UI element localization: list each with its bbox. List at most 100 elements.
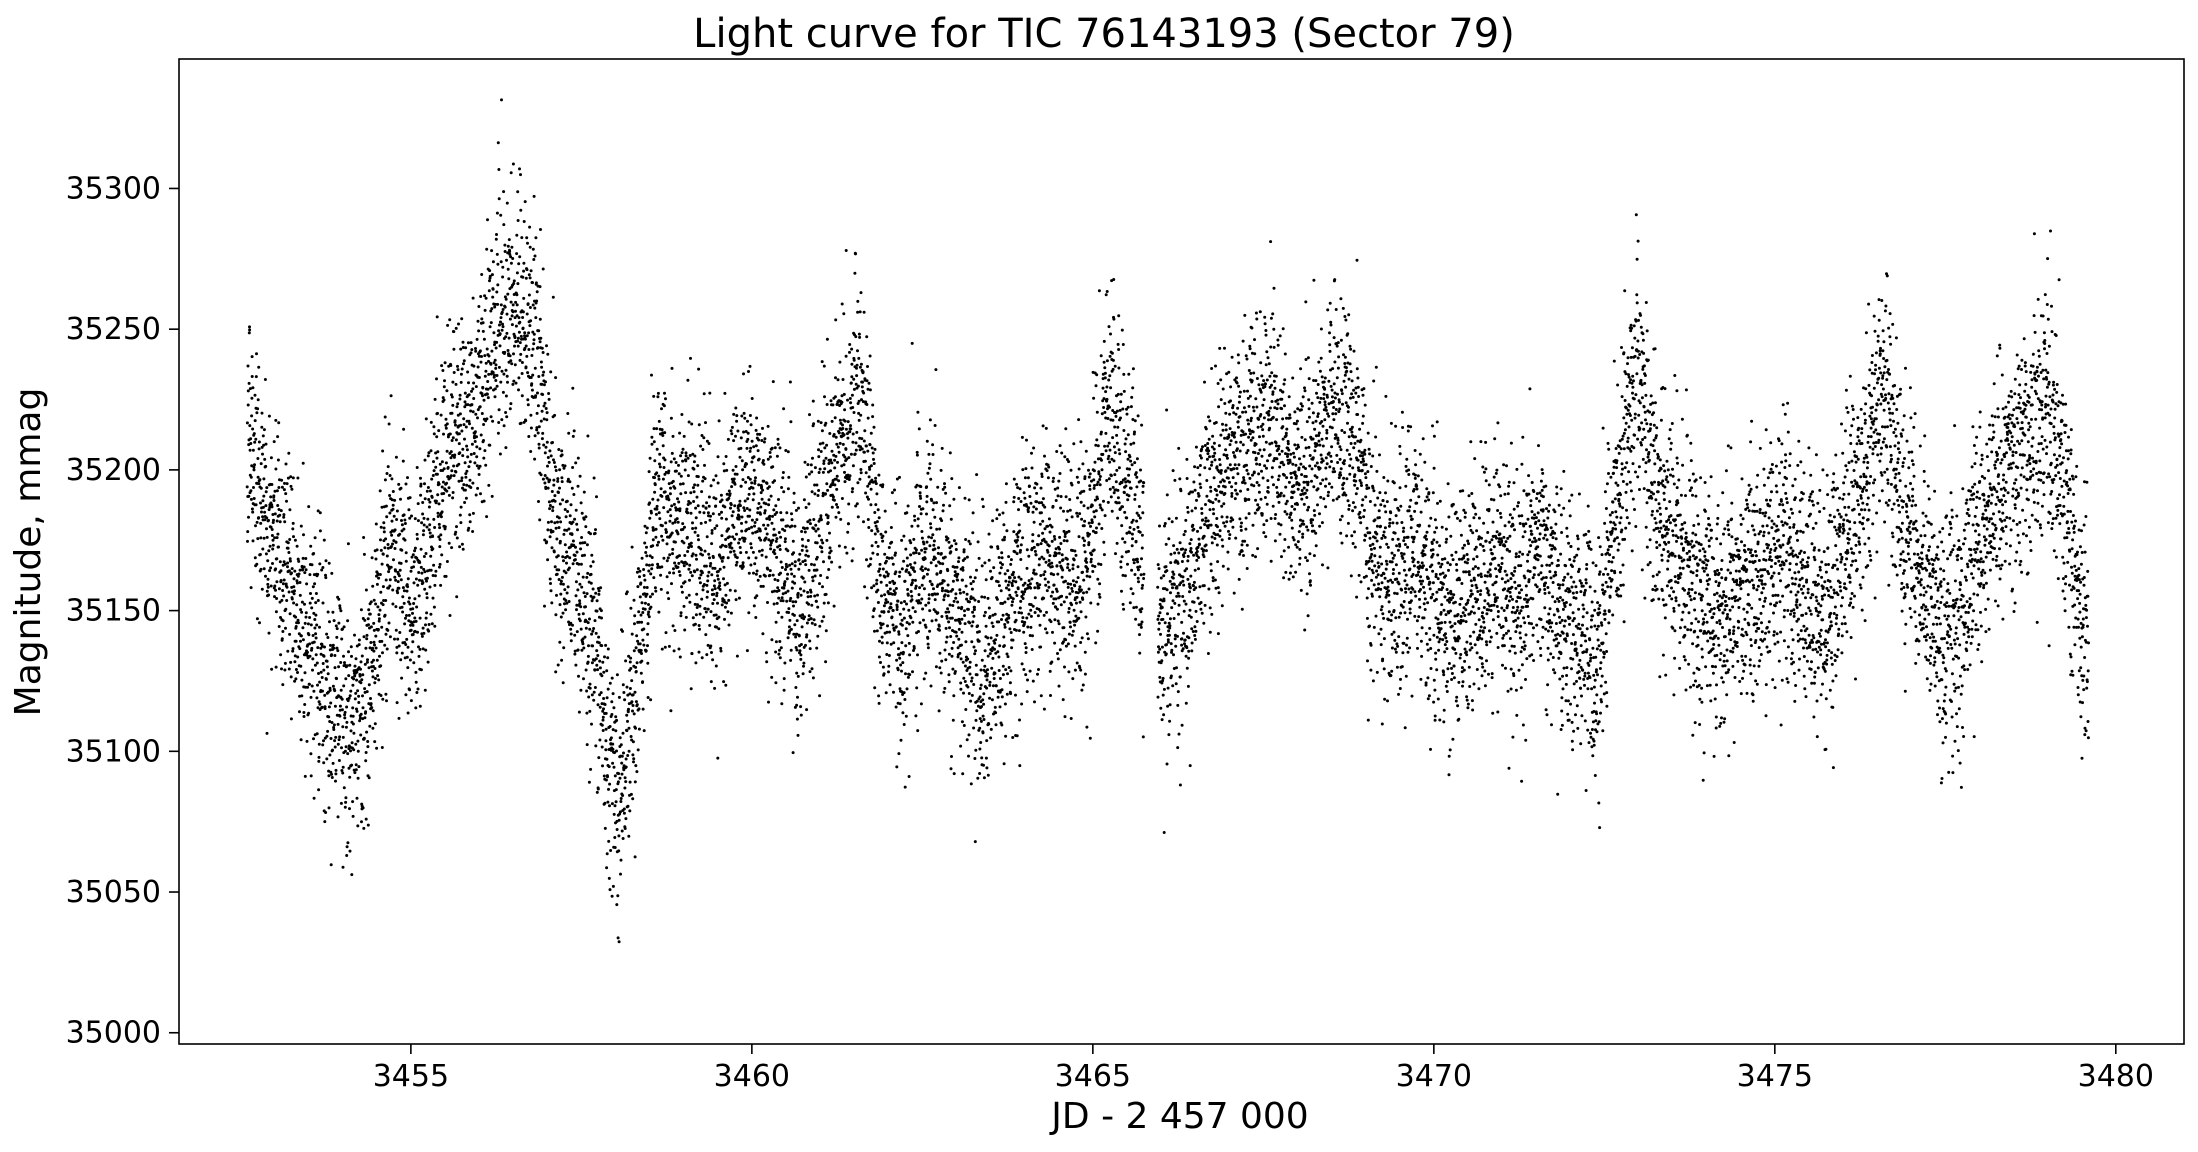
data-point <box>558 640 562 644</box>
data-point <box>578 619 582 623</box>
data-point <box>986 773 990 777</box>
data-point <box>748 364 752 368</box>
data-point <box>273 595 276 599</box>
data-point <box>461 547 465 551</box>
data-point <box>748 508 752 512</box>
data-point <box>701 504 705 508</box>
data-point <box>850 362 854 366</box>
data-point <box>583 595 587 598</box>
data-point <box>777 531 781 534</box>
data-point <box>823 467 827 471</box>
data-point <box>692 467 696 471</box>
data-point <box>393 547 397 550</box>
data-point <box>596 654 600 657</box>
data-point <box>368 612 372 616</box>
data-point <box>523 331 527 335</box>
data-point <box>376 628 380 631</box>
data-point <box>543 604 546 608</box>
data-point <box>514 381 518 385</box>
data-point <box>625 729 629 733</box>
data-point <box>892 690 895 694</box>
data-point <box>859 362 863 366</box>
data-point <box>332 619 336 623</box>
data-point <box>701 448 705 451</box>
data-point <box>645 526 649 530</box>
data-point <box>833 458 837 462</box>
data-point <box>951 579 955 583</box>
data-point <box>293 569 297 573</box>
data-point <box>411 633 415 636</box>
data-point <box>358 674 362 678</box>
data-point <box>1012 477 1016 481</box>
data-point <box>1037 534 1041 538</box>
data-point <box>401 610 405 614</box>
data-point <box>587 695 591 699</box>
data-point <box>706 607 710 611</box>
data-point <box>298 710 301 714</box>
data-point <box>409 628 413 632</box>
data-point <box>793 560 797 564</box>
data-point <box>326 672 330 676</box>
data-point <box>747 370 750 373</box>
data-point <box>793 581 797 585</box>
data-point <box>754 572 758 576</box>
data-point <box>673 486 677 490</box>
data-point <box>796 733 800 737</box>
data-point <box>536 391 539 395</box>
data-point <box>303 671 307 675</box>
data-point <box>404 559 408 563</box>
data-point <box>395 509 399 513</box>
data-point <box>767 700 770 704</box>
data-point <box>875 492 879 496</box>
data-point <box>812 518 816 521</box>
data-point <box>276 504 280 507</box>
data-point <box>486 396 490 400</box>
data-point <box>513 363 517 367</box>
data-point <box>501 275 505 279</box>
data-point <box>294 615 298 619</box>
data-point <box>786 572 790 576</box>
chart-title: Light curve for TIC 76143193 (Sector 79) <box>693 11 1515 57</box>
data-point <box>925 494 929 498</box>
data-point <box>792 501 796 505</box>
data-point <box>631 740 635 744</box>
data-point <box>985 766 989 770</box>
data-point <box>503 243 507 247</box>
data-point <box>461 454 465 458</box>
data-point <box>416 502 420 506</box>
data-point <box>705 535 709 539</box>
data-point <box>556 520 559 524</box>
data-point <box>574 580 578 584</box>
data-point <box>754 444 758 448</box>
data-point <box>421 533 425 537</box>
data-point <box>333 704 337 708</box>
data-point <box>366 823 370 827</box>
data-point <box>638 569 642 573</box>
data-point <box>543 474 547 477</box>
data-point <box>556 554 560 558</box>
data-point <box>261 547 265 551</box>
data-point <box>431 535 435 538</box>
data-point <box>974 748 978 752</box>
data-point <box>494 379 498 382</box>
data-point <box>443 379 446 383</box>
data-point <box>809 594 813 598</box>
data-point <box>438 526 442 530</box>
data-point <box>495 374 499 377</box>
data-point <box>547 397 551 401</box>
data-point <box>417 571 421 574</box>
data-point <box>961 566 965 570</box>
data-point <box>490 273 494 277</box>
data-point <box>929 526 933 530</box>
data-point <box>660 524 664 528</box>
data-point <box>1007 666 1011 669</box>
data-point <box>1056 652 1059 655</box>
data-point <box>916 410 920 414</box>
data-point <box>667 498 671 502</box>
data-point <box>686 456 690 460</box>
data-point <box>756 578 760 582</box>
data-point <box>515 233 519 237</box>
data-point <box>318 562 322 566</box>
data-point <box>661 538 665 542</box>
data-point <box>1056 572 1060 576</box>
